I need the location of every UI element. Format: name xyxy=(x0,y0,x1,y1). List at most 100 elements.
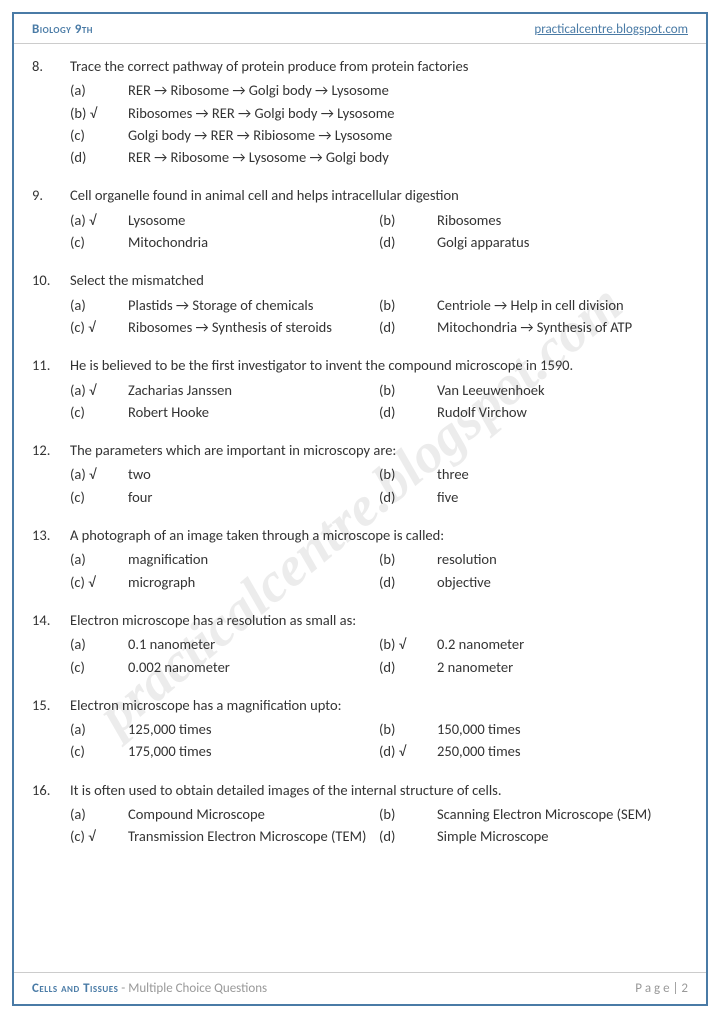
option: (a)125,000 times xyxy=(70,719,379,739)
option-text: 150,000 times xyxy=(437,719,521,739)
question-number: 11. xyxy=(32,355,70,424)
option: (c) √micrograph xyxy=(70,572,379,592)
question-body: It is often used to obtain detailed imag… xyxy=(70,780,688,849)
option: (b) √0.2 nanometer xyxy=(379,634,688,654)
option: (d)RER → Ribosome → Lysosome → Golgi bod… xyxy=(70,147,688,167)
option-text: Golgi apparatus xyxy=(437,232,529,252)
option-text: 0.2 nanometer xyxy=(437,634,524,654)
footer-page: P a g e | 2 xyxy=(635,981,688,996)
question: 12.The parameters which are important in… xyxy=(32,440,688,509)
option-label: (d) xyxy=(70,147,128,167)
option-label: (c) xyxy=(70,125,128,145)
option-label: (b) xyxy=(379,464,437,484)
option: (a) √Zacharias Janssen xyxy=(70,380,379,400)
option-label: (c) xyxy=(70,657,128,677)
option-label: (a) xyxy=(70,80,128,100)
question-text: Electron microscope has a resolution as … xyxy=(70,610,688,630)
option-label: (b) xyxy=(379,804,437,824)
question: 16.It is often used to obtain detailed i… xyxy=(32,780,688,849)
questions-container: 8.Trace the correct pathway of protein p… xyxy=(14,44,706,849)
question: 11.He is believed to be the first invest… xyxy=(32,355,688,424)
option-text: Rudolf Virchow xyxy=(437,402,527,422)
option: (d)five xyxy=(379,487,688,507)
option: (d) √250,000 times xyxy=(379,741,688,761)
option: (a)magnification xyxy=(70,549,379,569)
option: (a)RER → Ribosome → Golgi body → Lysosom… xyxy=(70,80,688,100)
question-body: Electron microscope has a resolution as … xyxy=(70,610,688,679)
question-text: The parameters which are important in mi… xyxy=(70,440,688,460)
option-text: Transmission Electron Microscope (TEM) xyxy=(128,826,366,846)
option: (d)Simple Microscope xyxy=(379,826,688,846)
option-text: resolution xyxy=(437,549,497,569)
option: (b)150,000 times xyxy=(379,719,688,739)
option-text: Compound Microscope xyxy=(128,804,265,824)
option-label: (a) √ xyxy=(70,464,128,484)
option: (b)Scanning Electron Microscope (SEM) xyxy=(379,804,688,824)
option-text: 175,000 times xyxy=(128,741,212,761)
option: (c)Robert Hooke xyxy=(70,402,379,422)
options-2col: (a)Compound Microscope(b)Scanning Electr… xyxy=(70,804,688,849)
option-label: (d) xyxy=(379,232,437,252)
question: 10.Select the mismatched (a)Plastids → St… xyxy=(32,270,688,339)
question-text: Select the mismatched xyxy=(70,270,688,290)
question-number: 8. xyxy=(32,56,70,169)
options-2col: (a) √two(b)three(c)four(d)five xyxy=(70,464,688,509)
option: (a) √two xyxy=(70,464,379,484)
option: (d)Mitochondria → Synthesis of ATP xyxy=(379,317,688,337)
option: (c) √Ribosomes → Synthesis of steroids xyxy=(70,317,379,337)
option: (c) √Transmission Electron Microscope (T… xyxy=(70,826,379,846)
option-label: (b) xyxy=(379,210,437,230)
question-text: It is often used to obtain detailed imag… xyxy=(70,780,688,800)
options-2col: (a) √Lysosome(b)Ribosomes(c)Mitochondria… xyxy=(70,210,688,255)
option-label: (b) xyxy=(379,719,437,739)
option-text: Lysosome xyxy=(128,210,185,230)
option-text: 0.002 nanometer xyxy=(128,657,230,677)
option: (b)resolution xyxy=(379,549,688,569)
option-text: Robert Hooke xyxy=(128,402,209,422)
question-number: 10. xyxy=(32,270,70,339)
option-text: 0.1 nanometer xyxy=(128,634,215,654)
header-subject: Biology 9th xyxy=(32,22,93,37)
option-label: (b) xyxy=(379,295,437,315)
option: (d)Rudolf Virchow xyxy=(379,402,688,422)
option: (c)four xyxy=(70,487,379,507)
option-text: Ribosomes xyxy=(437,210,501,230)
option-text: Van Leeuwenhoek xyxy=(437,380,545,400)
page-footer: Cells and Tissues - Multiple Choice Ques… xyxy=(14,972,706,1004)
option-text: Simple Microscope xyxy=(437,826,549,846)
option-text: RER → Ribosome → Golgi body → Lysosome xyxy=(128,80,389,100)
option-text: Ribosomes → Synthesis of steroids xyxy=(128,317,332,337)
question-number: 13. xyxy=(32,525,70,594)
option-label: (d) xyxy=(379,826,437,846)
option-label: (c) √ xyxy=(70,572,128,592)
option: (c)Mitochondria xyxy=(70,232,379,252)
option-label: (d) √ xyxy=(379,741,437,761)
option-label: (b) √ xyxy=(379,634,437,654)
page-frame: practicalcentre.blogspot.com Biology 9th… xyxy=(12,12,708,1006)
options-2col: (a)0.1 nanometer(b) √0.2 nanometer(c)0.0… xyxy=(70,634,688,679)
option-text: Ribosomes → RER → Golgi body → Lysosome xyxy=(128,103,395,123)
option: (a)Plastids → Storage of chemicals xyxy=(70,295,379,315)
option-text: RER → Ribosome → Lysosome → Golgi body xyxy=(128,147,389,167)
option-text: Mitochondria → Synthesis of ATP xyxy=(437,317,632,337)
option-text: five xyxy=(437,487,458,507)
option-label: (c) xyxy=(70,402,128,422)
question-body: The parameters which are important in mi… xyxy=(70,440,688,509)
option-label: (c) xyxy=(70,741,128,761)
question-number: 14. xyxy=(32,610,70,679)
option: (a)0.1 nanometer xyxy=(70,634,379,654)
option-label: (c) √ xyxy=(70,317,128,337)
question-body: A photograph of an image taken through a… xyxy=(70,525,688,594)
options-2col: (a) √Zacharias Janssen(b)Van Leeuwenhoek… xyxy=(70,380,688,425)
question-body: Cell organelle found in animal cell and … xyxy=(70,185,688,254)
question-body: Trace the correct pathway of protein pro… xyxy=(70,56,688,169)
question-text: Cell organelle found in animal cell and … xyxy=(70,185,688,205)
option-label: (a) xyxy=(70,804,128,824)
option: (c)175,000 times xyxy=(70,741,379,761)
option: (b)Centriole → Help in cell division xyxy=(379,295,688,315)
option: (a)Compound Microscope xyxy=(70,804,379,824)
option-label: (c) xyxy=(70,487,128,507)
option-label: (b) xyxy=(379,549,437,569)
option: (c)0.002 nanometer xyxy=(70,657,379,677)
question-text: A photograph of an image taken through a… xyxy=(70,525,688,545)
